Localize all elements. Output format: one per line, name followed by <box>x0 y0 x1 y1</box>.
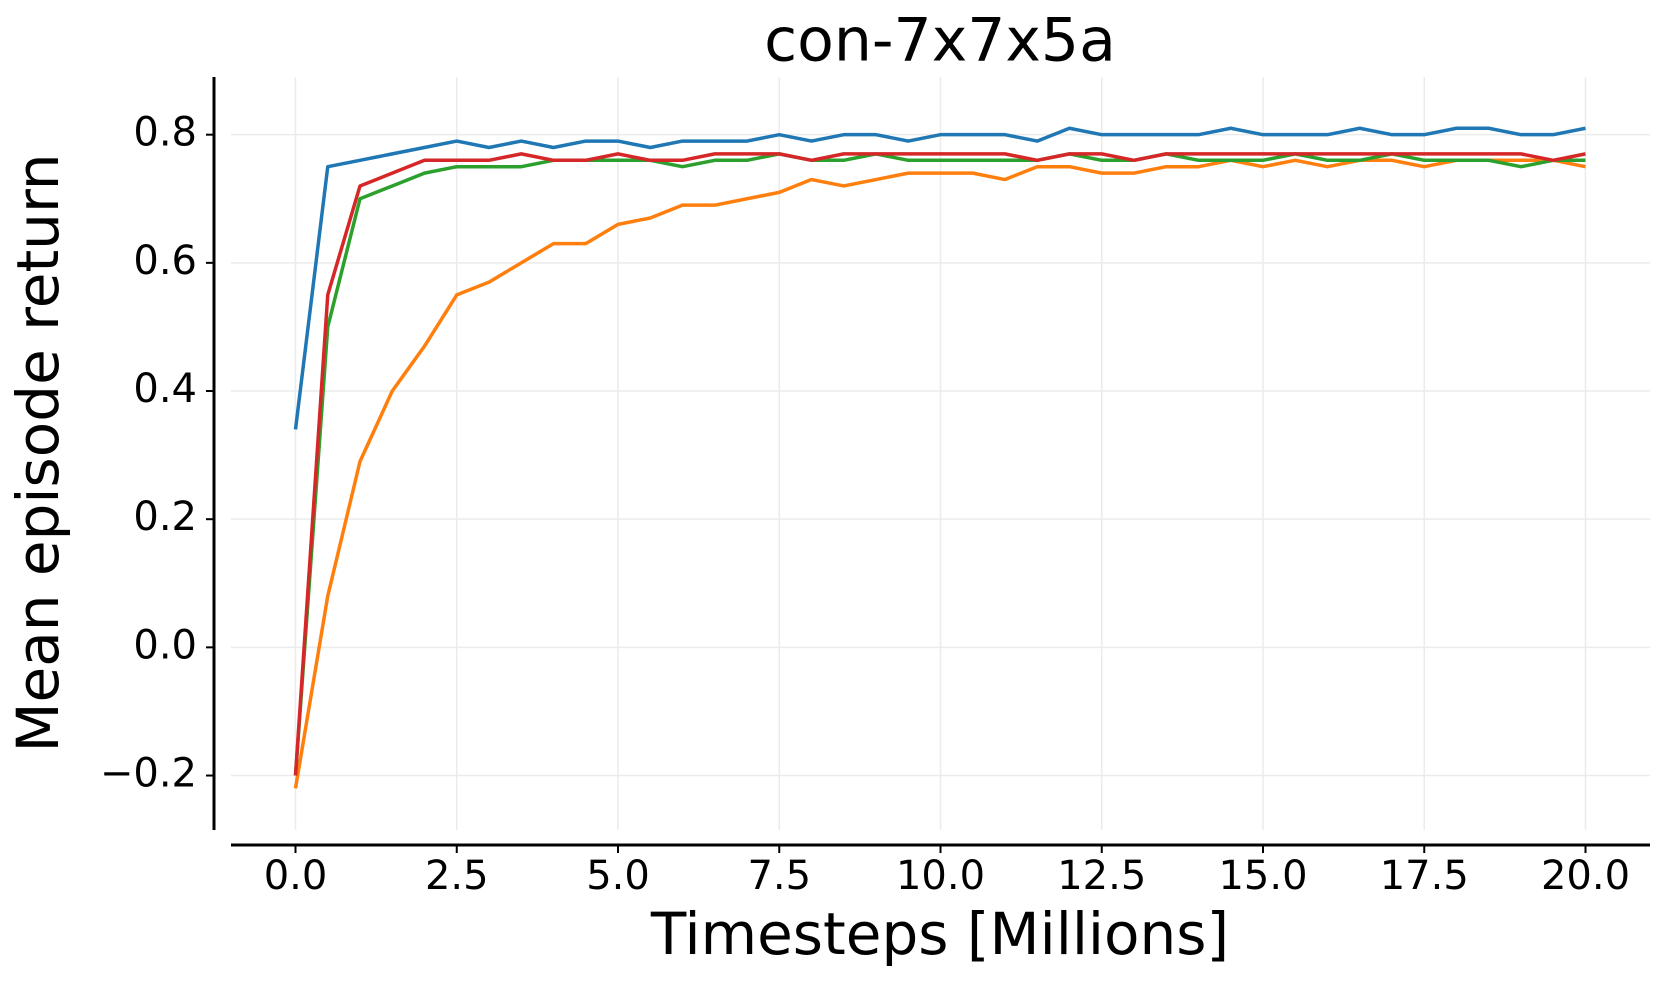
series-line <box>293 152 1586 776</box>
x-tick-label: 12.5 <box>1057 853 1146 899</box>
x-axis-label: Timesteps [Millions] <box>650 900 1229 968</box>
series-line <box>293 158 1586 789</box>
y-tick-label: 0.8 <box>133 110 197 156</box>
x-tick-label: 2.5 <box>425 853 489 899</box>
x-tick-label: 10.0 <box>896 853 985 899</box>
y-tick-label: 0.6 <box>133 238 197 284</box>
series-line <box>293 152 1586 776</box>
x-tick-label: 15.0 <box>1218 853 1307 899</box>
y-tick-label: 0.2 <box>133 494 197 540</box>
y-axis-label: Mean episode return <box>4 153 72 752</box>
y-tick-label: −0.2 <box>100 751 197 797</box>
x-tick-label: 0.0 <box>264 853 328 899</box>
chart-title: con-7x7x5a <box>764 6 1116 76</box>
x-tick-label: 5.0 <box>586 853 650 899</box>
series-line <box>293 126 1586 430</box>
y-tick-label: 0.4 <box>133 366 197 412</box>
x-tick-label: 17.5 <box>1380 853 1469 899</box>
x-tick-label: 20.0 <box>1541 853 1630 899</box>
x-tick-label: 7.5 <box>747 853 811 899</box>
y-tick-label: 0.0 <box>133 622 197 668</box>
